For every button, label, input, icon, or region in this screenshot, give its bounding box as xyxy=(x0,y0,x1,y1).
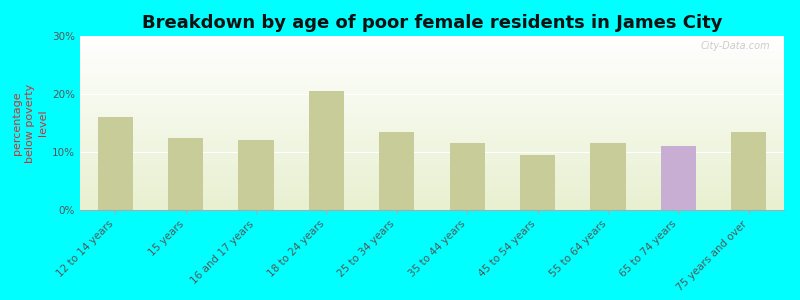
Bar xyxy=(520,155,555,210)
Y-axis label: percentage
below poverty
level: percentage below poverty level xyxy=(11,83,48,163)
Bar xyxy=(238,140,274,210)
Text: City-Data.com: City-Data.com xyxy=(700,41,770,51)
Bar xyxy=(661,149,696,210)
Bar xyxy=(450,143,485,210)
Bar xyxy=(731,132,766,210)
Bar xyxy=(590,143,626,210)
Bar xyxy=(168,137,203,210)
Bar xyxy=(309,91,344,210)
Title: Breakdown by age of poor female residents in James City: Breakdown by age of poor female resident… xyxy=(142,14,722,32)
Bar xyxy=(661,146,696,210)
Bar xyxy=(379,132,414,210)
Bar xyxy=(98,117,133,210)
